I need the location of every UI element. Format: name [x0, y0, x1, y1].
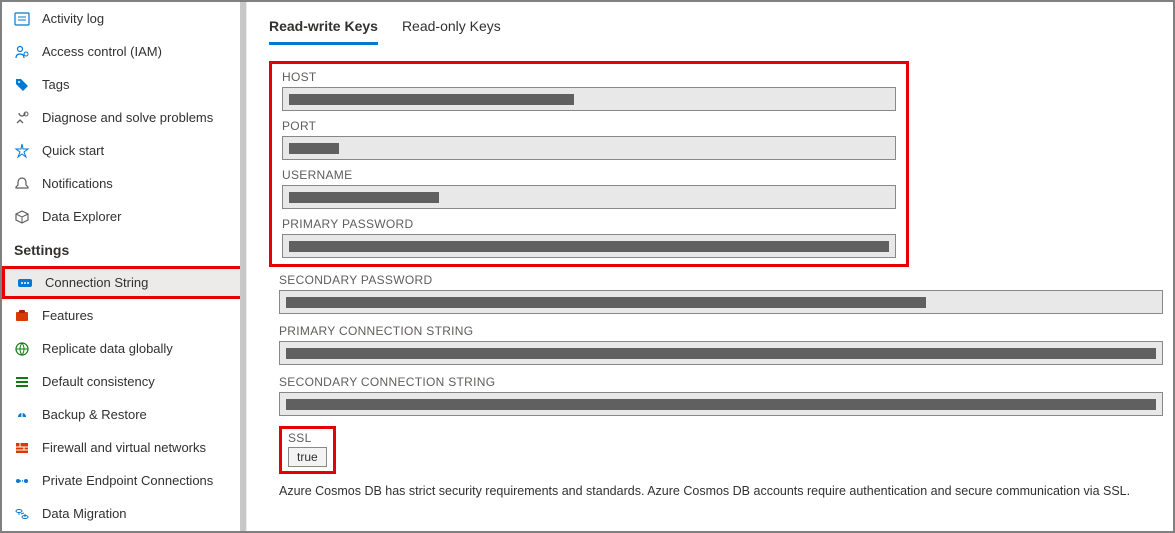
redacted-value — [289, 143, 339, 154]
redacted-value — [289, 94, 574, 105]
redacted-value — [289, 241, 889, 252]
tag-icon — [14, 77, 30, 93]
nav-label: Private Endpoint Connections — [42, 473, 213, 488]
sidebar-item-quickstart[interactable]: Quick start — [2, 134, 246, 167]
nav-label: Access control (IAM) — [42, 44, 162, 59]
tab-read-only-keys[interactable]: Read-only Keys — [402, 14, 501, 45]
nav-label: Quick start — [42, 143, 104, 158]
primary-password-input[interactable] — [282, 234, 896, 258]
sidebar-item-activity-log[interactable]: Activity log — [2, 2, 246, 35]
settings-header: Settings — [2, 233, 246, 266]
redacted-value — [286, 399, 1156, 410]
data-explorer-icon — [14, 209, 30, 225]
port-label: PORT — [282, 119, 896, 133]
private-endpoint-icon — [14, 473, 30, 489]
primary-credentials-box: HOST PORT USERNAME PRIMARY PASSWORD — [269, 61, 909, 267]
quickstart-icon — [14, 143, 30, 159]
primary-conn-input[interactable] — [279, 341, 1163, 365]
ssl-value[interactable]: true — [288, 447, 327, 467]
nav-label: Features — [42, 308, 93, 323]
access-control-icon — [14, 44, 30, 60]
host-label: HOST — [282, 70, 896, 84]
nav-label: Data Migration — [42, 506, 127, 521]
primary-conn-label: PRIMARY CONNECTION STRING — [279, 324, 1163, 338]
nav-label: Connection String — [45, 275, 148, 290]
port-input[interactable] — [282, 136, 896, 160]
migration-icon — [14, 506, 30, 522]
nav-label: Data Explorer — [42, 209, 121, 224]
sidebar-item-firewall[interactable]: Firewall and virtual networks — [2, 431, 246, 464]
consistency-icon — [14, 374, 30, 390]
main-content: Read-write Keys Read-only Keys HOST PORT… — [247, 2, 1173, 531]
redacted-value — [289, 192, 439, 203]
sidebar-item-backup[interactable]: Backup & Restore — [2, 398, 246, 431]
redacted-value — [286, 297, 926, 308]
nav-label: Tags — [42, 77, 69, 92]
sidebar-item-diagnose[interactable]: Diagnose and solve problems — [2, 101, 246, 134]
nav-label: Backup & Restore — [42, 407, 147, 422]
sidebar: Activity log Access control (IAM) Tags D… — [2, 2, 247, 531]
sidebar-item-access-control[interactable]: Access control (IAM) — [2, 35, 246, 68]
keys-tabs: Read-write Keys Read-only Keys — [269, 14, 1173, 45]
sidebar-item-replicate[interactable]: Replicate data globally — [2, 332, 246, 365]
secondary-password-label: SECONDARY PASSWORD — [279, 273, 1163, 287]
sidebar-item-connection-string[interactable]: Connection String — [2, 266, 246, 299]
firewall-icon — [14, 440, 30, 456]
nav-label: Firewall and virtual networks — [42, 440, 206, 455]
activity-log-icon — [14, 11, 30, 27]
nav-label: Diagnose and solve problems — [42, 110, 213, 125]
features-icon — [14, 308, 30, 324]
host-input[interactable] — [282, 87, 896, 111]
nav-label: Replicate data globally — [42, 341, 173, 356]
redacted-value — [286, 348, 1156, 359]
connection-string-icon — [17, 275, 33, 291]
secondary-password-input[interactable] — [279, 290, 1163, 314]
sidebar-item-tags[interactable]: Tags — [2, 68, 246, 101]
sidebar-item-features[interactable]: Features — [2, 299, 246, 332]
username-label: USERNAME — [282, 168, 896, 182]
sidebar-item-consistency[interactable]: Default consistency — [2, 365, 246, 398]
secondary-conn-input[interactable] — [279, 392, 1163, 416]
ssl-label: SSL — [288, 431, 327, 445]
sidebar-item-notifications[interactable]: Notifications — [2, 167, 246, 200]
nav-label: Activity log — [42, 11, 104, 26]
ssl-box: SSL true — [279, 426, 336, 474]
secondary-conn-label: SECONDARY CONNECTION STRING — [279, 375, 1163, 389]
footer-text: Azure Cosmos DB has strict security requ… — [279, 484, 1173, 498]
nav-label: Notifications — [42, 176, 113, 191]
nav-label: Default consistency — [42, 374, 155, 389]
replicate-icon — [14, 341, 30, 357]
backup-icon — [14, 407, 30, 423]
sidebar-item-data-explorer[interactable]: Data Explorer — [2, 200, 246, 233]
notifications-icon — [14, 176, 30, 192]
diagnose-icon — [14, 110, 30, 126]
sidebar-item-data-migration[interactable]: Data Migration — [2, 497, 246, 530]
primary-password-label: PRIMARY PASSWORD — [282, 217, 896, 231]
username-input[interactable] — [282, 185, 896, 209]
tab-read-write-keys[interactable]: Read-write Keys — [269, 14, 378, 45]
sidebar-item-private-endpoint[interactable]: Private Endpoint Connections — [2, 464, 246, 497]
